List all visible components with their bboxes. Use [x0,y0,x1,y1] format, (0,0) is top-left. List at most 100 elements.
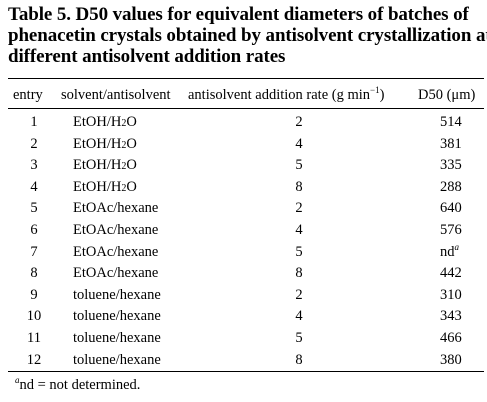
cell-d50: 380 [440,350,470,372]
solvent-text: toluene/hexane [73,308,161,325]
cell-solvent: toluene/hexane [73,306,161,328]
cell-d50: 576 [440,220,470,242]
table-footnote: and = not determined. [15,375,141,395]
cell-rate: 5 [295,243,303,260]
d50-value: 343 [440,308,462,325]
cell-solvent: EtOH/H2O [73,177,137,200]
solvent-subscript: 2 [121,139,127,151]
cell-d50: 466 [440,328,470,350]
cell-rate: 2 [295,200,303,217]
cell-solvent: EtOAc/hexane [73,242,158,264]
caption-line: different antisolvent addition rates [8,46,286,67]
cell-solvent: toluene/hexane [73,350,161,372]
solvent-text: EtOAc/hexane [73,265,159,282]
d50-value: 380 [440,351,462,368]
d50-value: 310 [440,286,462,303]
footnote-text: nd = not determined. [19,377,141,393]
cell-d50: 381 [440,134,470,156]
cell-entry: 2 [30,135,38,152]
cell-solvent: EtOH/H2O [73,155,137,178]
cell-d50: nda [440,242,470,265]
table-row: 1 EtOH/H2O 2 514 [0,112,487,134]
solvent-subscript: 2 [121,182,127,194]
cell-rate: 8 [295,178,303,195]
table-row: 10 toluene/hexane 4 343 [0,306,487,328]
table-row: 4 EtOH/H2O 8 288 [0,177,487,199]
caption-line: Table 5. D50 values for equivalent diame… [8,4,469,25]
solvent-text-tail: O [126,178,137,195]
cell-rate: 5 [295,329,303,346]
solvent-text-tail: O [126,114,137,130]
d50-value: 381 [440,135,462,152]
rate-header-exponent: −1 [370,85,380,95]
table-bottom-rule [8,371,484,372]
table-body: 1 EtOH/H2O 2 514 2 EtOH/H2O 4 381 3 EtOH/H2O 5 335 4… [0,112,487,371]
d50-value: 640 [440,200,462,217]
solvent-text: toluene/hexane [73,329,161,346]
cell-entry: 5 [30,200,38,217]
cell-rate: 5 [295,157,303,174]
cell-solvent: toluene/hexane [73,328,161,350]
cell-d50: 343 [440,306,470,328]
cell-entry: 4 [30,178,38,195]
d50-footnote-mark: a [454,241,460,252]
table-row: 12 toluene/hexane 8 380 [0,350,487,372]
rate-header-close: ) [379,87,385,103]
column-header-rate: antisolvent addition rate (g min−1) [188,85,385,105]
solvent-text: EtOH/H [73,135,122,152]
cell-solvent: EtOAc/hexane [73,220,158,242]
cell-solvent: toluene/hexane [73,285,161,307]
column-header-entry: entry [13,87,43,103]
solvent-text-tail: O [126,157,137,174]
cell-entry: 3 [30,157,38,174]
d50-value: 514 [440,114,462,130]
cell-entry: 6 [30,221,38,238]
cell-entry: 8 [30,265,38,282]
table-row: 2 EtOH/H2O 4 381 [0,134,487,156]
table-row: 5 EtOAc/hexane 2 640 [0,198,487,220]
cell-solvent: EtOH/H2O [73,112,137,135]
cell-entry: 12 [26,351,42,368]
cell-d50: 442 [440,263,470,285]
d50-value: 466 [440,329,462,346]
footnote-mark: a [15,375,20,385]
cell-entry: 1 [30,114,38,130]
rate-header-text: antisolvent addition rate (g min [188,87,371,103]
cell-entry: 7 [30,243,38,260]
d50-value: 335 [440,157,462,174]
cell-rate: 2 [295,114,303,130]
column-header-d50: D50 (μm) [418,87,476,103]
solvent-text: toluene/hexane [73,286,161,303]
solvent-text: EtOH/H [73,114,122,130]
cell-rate: 2 [295,286,303,303]
table-row: 8 EtOAc/hexane 8 442 [0,263,487,285]
d50-value: nd [440,243,455,260]
solvent-text: toluene/hexane [73,351,161,368]
solvent-text: EtOH/H [73,157,122,174]
table-top-rule [8,78,484,79]
cell-d50: 310 [440,285,470,307]
table-row: 7 EtOAc/hexane 5 nda [0,242,487,264]
d50-value: 442 [440,265,462,282]
caption-line: phenacetin crystals obtained by antisolv… [8,25,487,46]
table-row: 9 toluene/hexane 2 310 [0,285,487,307]
solvent-text: EtOAc/hexane [73,243,159,260]
cell-d50: 335 [440,155,470,177]
solvent-text: EtOH/H [73,178,122,195]
cell-d50: 640 [440,198,470,220]
table-row: 11 toluene/hexane 5 466 [0,328,487,350]
cell-d50: 514 [440,112,470,134]
solvent-text: EtOAc/hexane [73,221,159,238]
cell-solvent: EtOAc/hexane [73,263,158,285]
table-header-rule [8,108,484,109]
cell-rate: 8 [295,265,303,282]
solvent-text-tail: O [126,135,137,152]
cell-solvent: EtOH/H2O [73,134,137,157]
table-caption: Table 5. D50 values for equivalent diame… [8,4,487,67]
table-row: 6 EtOAc/hexane 4 576 [0,220,487,242]
d50-value: 288 [440,178,462,195]
cell-rate: 4 [295,135,303,152]
table-row: 3 EtOH/H2O 5 335 [0,155,487,177]
cell-d50: 288 [440,177,470,199]
solvent-subscript: 2 [121,161,127,173]
